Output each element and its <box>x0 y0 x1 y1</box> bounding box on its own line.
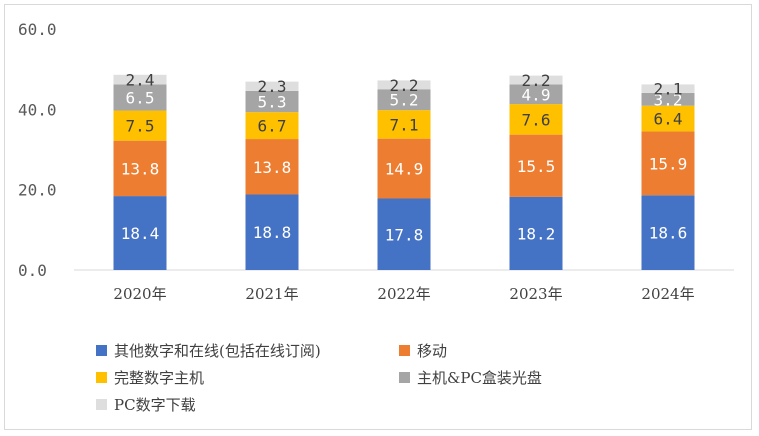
data-label: 5.3 <box>258 93 287 112</box>
bar-segment <box>245 81 299 91</box>
legend-label-mobile: 移动 <box>417 342 448 360</box>
data-label: 15.5 <box>517 157 556 176</box>
bar-segment <box>245 90 299 113</box>
x-tick-label: 2023年 <box>509 285 562 303</box>
data-label: 18.8 <box>253 223 292 242</box>
bar-segment <box>509 104 563 135</box>
bar-segment <box>641 84 695 93</box>
data-label: 2.2 <box>522 71 551 90</box>
legend-label-console-digital: 完整数字主机 <box>114 369 205 387</box>
bar-segment <box>377 80 431 90</box>
y-tick-label: 20.0 <box>18 181 57 200</box>
legend-item-boxed-disc: 主机&PC盒装光盘 <box>399 367 542 388</box>
bar-segment <box>245 112 299 140</box>
legend-item-mobile: 移动 <box>399 340 447 361</box>
bar-segment <box>113 84 167 111</box>
bar-segment <box>641 105 695 132</box>
data-label: 2.4 <box>126 71 155 90</box>
bar-segment <box>509 84 563 105</box>
data-label: 3.2 <box>654 90 683 109</box>
data-label: 18.4 <box>121 224 160 243</box>
y-tick-label: 0.0 <box>18 261 47 280</box>
y-tick-label: 40.0 <box>18 100 57 119</box>
legend-item-pc-download: PC数字下载 <box>96 394 196 415</box>
bar-segment <box>377 89 431 111</box>
bar-segment <box>641 131 695 196</box>
data-label: 4.9 <box>522 85 551 104</box>
legend-label-boxed-disc: 主机&PC盒装光盘 <box>417 369 542 387</box>
legend-label-online: 其他数字和在线(包括在线订阅) <box>114 342 321 360</box>
bar-segment <box>509 134 563 197</box>
data-label: 13.8 <box>253 158 292 177</box>
legend-swatch-mobile <box>399 345 410 356</box>
chart-frame <box>4 4 752 430</box>
bar-segment <box>509 75 563 85</box>
data-label: 18.6 <box>649 224 688 243</box>
bar-segment <box>509 196 563 270</box>
data-label: 2.2 <box>390 76 419 95</box>
legend-swatch-boxed-disc <box>399 372 410 383</box>
legend-swatch-pc-download <box>96 399 107 410</box>
x-tick-label: 2024年 <box>641 285 694 303</box>
bar-segment <box>641 195 695 270</box>
data-label: 2.3 <box>258 77 287 96</box>
legend-item-console-digital: 完整数字主机 <box>96 367 204 388</box>
data-label: 13.8 <box>121 159 160 178</box>
data-label: 7.1 <box>390 115 419 134</box>
data-label: 17.8 <box>385 225 424 244</box>
bar-segment <box>113 74 167 85</box>
bar-segment <box>377 110 431 139</box>
data-label: 18.2 <box>517 224 556 243</box>
bar-segment <box>641 92 695 106</box>
x-tick-label: 2020年 <box>113 285 166 303</box>
bar-segment <box>245 139 299 195</box>
legend-item-online: 其他数字和在线(包括在线订阅) <box>96 340 321 361</box>
x-tick-label: 2021年 <box>245 285 298 303</box>
data-label: 7.6 <box>522 110 551 129</box>
data-label: 5.2 <box>390 91 419 110</box>
bar-segment <box>113 140 167 197</box>
bar-segment <box>377 198 431 270</box>
data-label: 6.5 <box>126 88 155 107</box>
bar-segment <box>113 196 167 270</box>
y-tick-label: 60.0 <box>18 20 57 39</box>
data-label: 7.5 <box>126 117 155 136</box>
bar-segment <box>113 110 167 141</box>
legend-label-pc-download: PC数字下载 <box>114 396 196 414</box>
data-label: 15.9 <box>649 154 688 173</box>
x-tick-label: 2022年 <box>377 285 430 303</box>
data-label: 14.9 <box>385 160 424 179</box>
data-label: 2.1 <box>654 80 683 99</box>
legend-swatch-console-digital <box>96 372 107 383</box>
legend-swatch-online <box>96 345 107 356</box>
data-label: 6.4 <box>654 110 683 129</box>
bar-segment <box>377 138 431 199</box>
bar-segment <box>245 194 299 270</box>
data-label: 6.7 <box>258 117 287 136</box>
